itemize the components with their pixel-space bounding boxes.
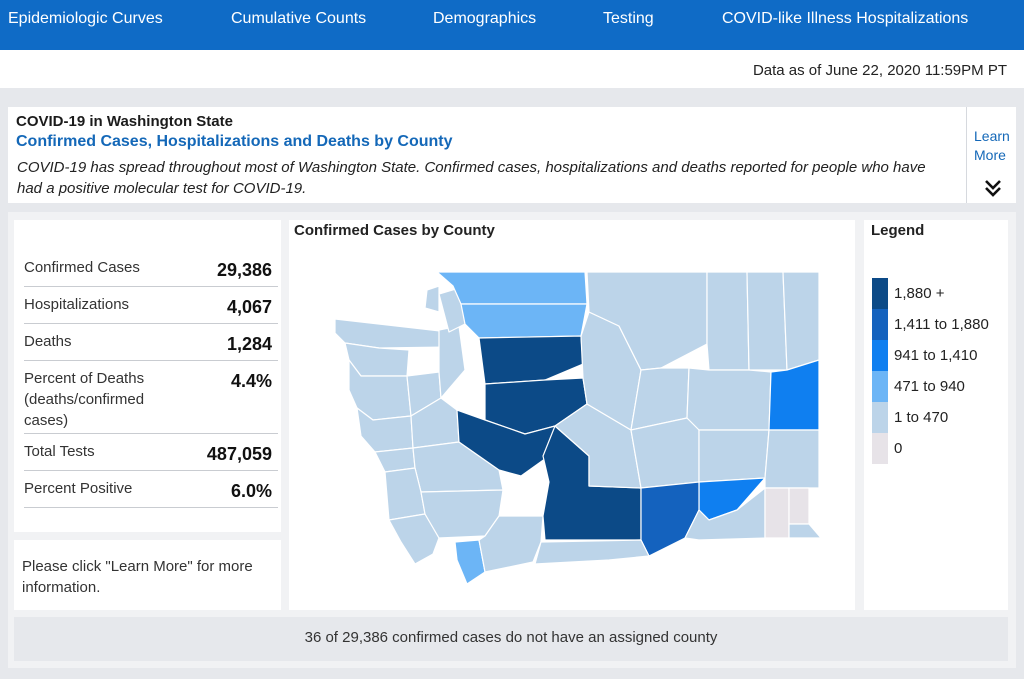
legend-swatch (872, 371, 888, 402)
county-whitman (764, 429, 820, 489)
header-card: COVID-19 in Washington State Confirmed C… (8, 107, 1016, 203)
legend-swatch (872, 433, 888, 464)
stat-value: 29,386 (216, 260, 272, 280)
county-whatcom (436, 271, 588, 305)
stat-value: 4.4% (230, 371, 272, 391)
stat-row-confirmed-cases: Confirmed Cases 29,386 (24, 250, 278, 287)
map-card: Confirmed Cases by County (289, 220, 855, 610)
legend-item-0: 0 (872, 433, 1002, 464)
county-adams (698, 429, 770, 483)
page-title: COVID-19 in Washington State (16, 113, 233, 130)
county-lincoln (686, 367, 772, 431)
tab-epidemiologic-curves[interactable]: Epidemiologic Curves (8, 10, 163, 27)
county-pend-oreille (782, 271, 820, 371)
note-text: Please click "Learn More" for more infor… (22, 558, 253, 596)
county-klickitat-east (534, 539, 650, 565)
tab-demographics[interactable]: Demographics (433, 10, 537, 27)
legend-card: Legend 1,880 + 1,411 to 1,880 941 to 1,4… (864, 220, 1008, 610)
header-divider (966, 107, 967, 203)
stat-row-hospitalizations: Hospitalizations 4,067 (24, 287, 278, 324)
dashboard-panel: Confirmed Cases 29,386 Hospitalizations … (8, 212, 1016, 668)
washington-county-map (334, 271, 822, 585)
stat-label: Total Tests (24, 443, 95, 460)
stat-label: Percent Positive (24, 480, 133, 497)
stat-label: Confirmed Cases (24, 259, 140, 276)
stats-card: Confirmed Cases 29,386 Hospitalizations … (14, 220, 281, 532)
county-grant (630, 417, 700, 489)
legend-item-941-1410: 941 to 1,410 (872, 340, 1002, 371)
legend-label: 0 (894, 440, 903, 457)
stat-value: 487,059 (206, 444, 272, 464)
legend-item-1-470: 1 to 470 (872, 402, 1002, 433)
footer-text: 36 of 29,386 confirmed cases do not have… (304, 629, 718, 646)
tab-cumulative-counts[interactable]: Cumulative Counts (231, 10, 367, 27)
stat-value: 1,284 (226, 334, 272, 354)
county-snohomish (478, 335, 584, 385)
stat-row-total-tests: Total Tests 487,059 (24, 434, 278, 471)
learn-more-note: Please click "Learn More" for more infor… (14, 540, 281, 610)
page-subtitle: Confirmed Cases, Hospitalizations and De… (16, 133, 453, 150)
legend-label: 1,411 to 1,880 (894, 316, 989, 333)
stat-label: Hospitalizations (24, 296, 130, 313)
county-san-juan (424, 285, 440, 313)
county-kitsap (438, 325, 466, 399)
legend-item-1411-1880: 1,411 to 1,880 (872, 309, 1002, 340)
top-nav: Epidemiologic Curves Cumulative Counts D… (0, 0, 1024, 50)
county-spokane (768, 359, 820, 431)
tab-testing[interactable]: Testing (603, 10, 654, 27)
county-benton (640, 481, 700, 557)
legend-label: 1 to 470 (894, 409, 949, 426)
county-cowlitz-south (454, 539, 486, 585)
county-asotin (788, 523, 822, 539)
legend-item-1880-plus: 1,880 + (872, 278, 1002, 309)
legend-label: 941 to 1,410 (894, 347, 978, 364)
stat-value: 4,067 (226, 297, 272, 317)
stat-value: 6.0% (230, 481, 272, 501)
legend-label: 471 to 940 (894, 378, 965, 395)
county-garfield (788, 487, 810, 525)
tab-covid-like-illness-hospitalizations[interactable]: COVID-like Illness Hospitalizations (722, 10, 969, 27)
legend-swatch (872, 402, 888, 433)
legend-label: 1,880 + (894, 285, 945, 302)
learn-more-link[interactable]: Learn More (974, 128, 1010, 163)
county-klickitat (478, 515, 544, 573)
county-ferry (706, 271, 750, 371)
stat-row-percent-of-deaths: Percent of Deaths (deaths/confirmed case… (24, 361, 278, 434)
data-as-of-text: Data as of June 22, 2020 11:59PM PT (752, 62, 1007, 79)
legend-swatch (872, 309, 888, 340)
legend-item-471-940: 471 to 940 (872, 371, 1002, 402)
legend-title: Legend (871, 222, 925, 239)
county-stevens (746, 271, 788, 371)
page-description: COVID-19 has spread throughout most of W… (17, 159, 926, 197)
as-of-bar: Data as of June 22, 2020 11:59PM PT (0, 50, 1024, 88)
stat-row-deaths: Deaths 1,284 (24, 324, 278, 361)
county-skagit (460, 303, 588, 339)
legend-swatch (872, 340, 888, 371)
legend-swatch (872, 278, 888, 309)
county-columbia (764, 487, 790, 539)
map-title: Confirmed Cases by County (294, 222, 495, 239)
unassigned-county-footer: 36 of 29,386 confirmed cases do not have… (14, 617, 1008, 661)
stat-label: Deaths (24, 333, 72, 350)
double-chevron-down-icon[interactable] (982, 177, 1004, 199)
stat-label: Percent of Deaths (deaths/confirmed case… (24, 370, 145, 429)
stat-row-percent-positive: Percent Positive 6.0% (24, 471, 278, 508)
